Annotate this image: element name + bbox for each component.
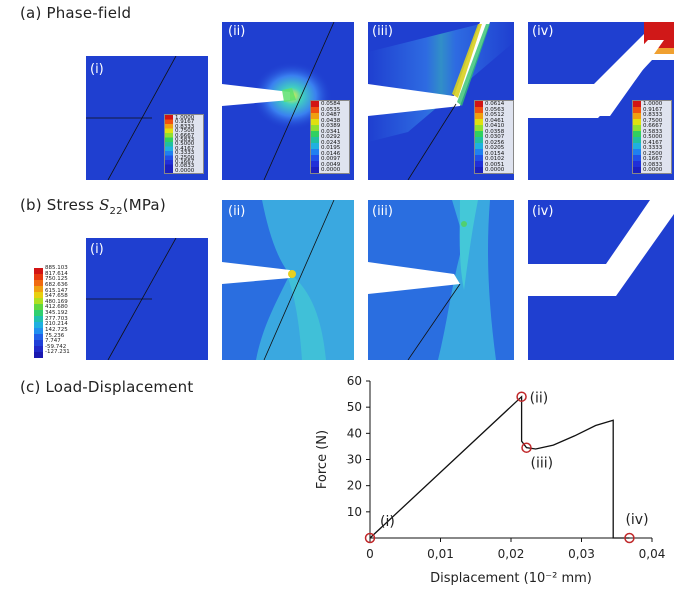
panel-label-ii: (ii) (228, 24, 246, 39)
legend-colorbar (311, 101, 319, 173)
stress-plot-ii (222, 200, 354, 360)
phase-field-panel-iv: (iv) 1.0000 0.9167 0.8333 0.7500 0.6667 0.583… (528, 22, 674, 180)
y-tick-label: 60 (347, 374, 362, 388)
phase-field-panel-iii: (iii) 0.0614 0.0563 0.0512 0.0461 0.0410 0.03… (368, 22, 514, 180)
legend-values: 1.0000 0.9167 0.8333 0.7500 0.6667 0.5833 0.50… (175, 115, 195, 174)
panel-label-iii: (iii) (372, 24, 393, 39)
point-label: (iv) (625, 512, 648, 528)
stress-plot-iv (528, 200, 674, 360)
x-axis-label: Displacement (10⁻² mm) (430, 571, 592, 586)
phase-legend-ii: 0.0584 0.0535 0.0487 0.0438 0.0389 0.0341 0.02… (310, 100, 350, 174)
panel-label-iv: (iv) (532, 24, 554, 39)
legend-values: 1.0000 0.9167 0.8333 0.7500 0.6667 0.5833 0.50… (643, 101, 663, 173)
panel-label-iv: (iv) (532, 204, 554, 219)
legend-colorbar (633, 101, 641, 173)
legend-colorbar (165, 115, 173, 173)
phase-legend-i: 1.0000 0.9167 0.8333 0.7500 0.6667 0.5833 0.50… (164, 114, 204, 174)
stress-panel-iv: (iv) (528, 200, 674, 360)
point-label: (i) (380, 514, 395, 530)
stress-panel-ii: (ii) (222, 200, 354, 360)
stress-legend-values: 885.103 817.614 750.125 682.636 615.147 547.6… (45, 265, 70, 356)
force-displacement-curve (369, 395, 630, 539)
section-b-sub: 22 (109, 206, 123, 217)
x-tick-label: 0 (366, 547, 374, 561)
marker-point (364, 532, 376, 544)
stress-plot-iii (368, 200, 514, 360)
stress-plot-i (86, 238, 208, 360)
y-tick-label: 50 (347, 400, 362, 414)
section-b-title: (b) Stress S22(MPa) (20, 196, 166, 217)
panel-label-i: (i) (90, 62, 104, 77)
stress-colorbar (34, 268, 43, 358)
section-b-prefix: (b) Stress (20, 196, 100, 214)
marker-point (521, 442, 532, 453)
phase-legend-iii: 0.0614 0.0563 0.0512 0.0461 0.0410 0.0358 0.03… (474, 100, 514, 174)
panel-label-i: (i) (90, 242, 104, 257)
phase-legend-iv: 1.0000 0.9167 0.8333 0.7500 0.6667 0.5833 0.50… (632, 100, 672, 174)
section-b-symbol: S (99, 196, 110, 214)
x-tick-label: 0,04 (639, 547, 666, 561)
point-label: (iii) (531, 456, 554, 472)
point-label: (ii) (530, 391, 549, 407)
marker-point (624, 532, 635, 544)
stress-panel-iii: (iii) (368, 200, 514, 360)
phase-field-panel-i: (i) 1.0000 0.9167 0.8333 0.7500 0.6667 0.5833… (86, 56, 208, 180)
legend-values: 0.0614 0.0563 0.0512 0.0461 0.0410 0.0358 0.03… (485, 101, 505, 173)
y-tick-label: 20 (347, 479, 362, 493)
x-tick-label: 0,03 (568, 547, 595, 561)
stress-legend: 885.103 817.614 750.125 682.636 615.147 547.6… (34, 265, 86, 358)
section-b-suffix: (MPa) (122, 196, 166, 214)
phase-field-plot-ii (222, 22, 354, 180)
x-tick-label: 0,02 (498, 547, 525, 561)
panel-label-ii: (ii) (228, 204, 246, 219)
legend-values: 0.0584 0.0535 0.0487 0.0438 0.0389 0.0341 0.02… (321, 101, 341, 173)
y-tick-label: 40 (347, 426, 362, 440)
section-c-title: (c) Load-Displacement (20, 378, 194, 396)
x-tick-label: 0,01 (427, 547, 454, 561)
section-a-title: (a) Phase-field (20, 4, 132, 22)
stress-panel-i: (i) (86, 238, 208, 360)
panel-label-iii: (iii) (372, 204, 393, 219)
y-tick-label: 10 (347, 505, 362, 519)
marker-point (516, 391, 527, 402)
y-tick-label: 30 (347, 453, 362, 467)
phase-field-panel-ii: (ii) 0.0584 0.0535 0.0487 0.0438 0.0389 0.034… (222, 22, 354, 180)
legend-colorbar (475, 101, 483, 173)
y-axis-label: Force (N) (315, 430, 330, 489)
